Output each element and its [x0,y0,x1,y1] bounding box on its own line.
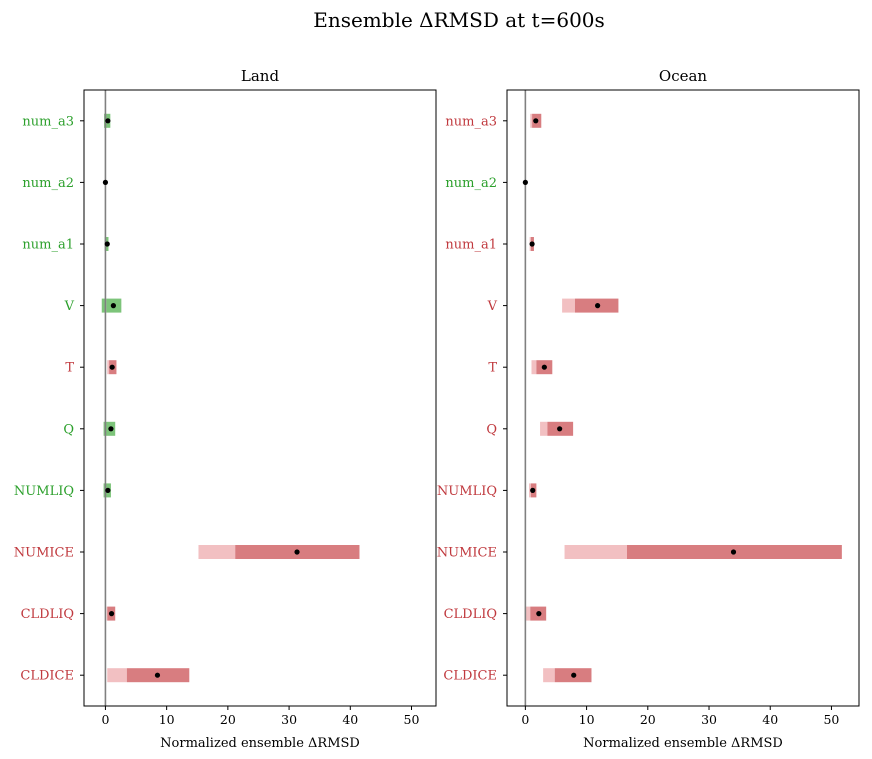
panel-0-bar-light-T [107,360,110,375]
panel-1-ylabel-num_a2: num_a2 [445,176,497,191]
panel-1-ylabel-num_a1: num_a1 [445,238,497,253]
panel-1-axes-frame [506,89,860,707]
panel-1-point-CLDICE [571,672,577,678]
panel-0-point-Q [108,426,114,432]
panel-1-bar-light-Q [540,421,548,436]
panel-1-point-NUMLIQ [530,487,536,493]
panel-0-bar-light-NUMLIQ [103,483,105,498]
panel-1-point-Q [557,426,563,432]
panel-1-bar-light-NUMLIQ [529,483,531,498]
panel-0-ylabel-CLDICE: CLDICE [20,669,74,684]
panel-1-ylabel-num_a3: num_a3 [445,114,497,129]
panel-1-xtick-label-10: 10 [579,712,595,727]
panel-0-point-CLDLIQ [108,611,115,617]
panel-0-xtick-label-20: 20 [220,712,236,727]
panel-1-xtick-label-20: 20 [640,712,656,727]
panel-0-axes-frame [83,89,437,707]
panel-1-xtick-label-0: 0 [521,712,529,727]
panel-0-bar-light-CLDLIQ [106,606,108,621]
panel-1-title: Ocean [659,67,708,85]
panel-1-ylabel-Q: Q [486,422,497,437]
panel-1-ylabel-NUMICE: NUMICE [437,546,497,561]
panel-1-point-CLDLIQ [536,611,542,617]
panel-1-ylabel-NUMLIQ: NUMLIQ [437,484,497,499]
panel-1-bar-light-CLDLIQ [524,606,531,621]
panel-1-point-num_a1 [529,241,535,247]
panel-0-point-T [109,364,115,370]
panel-0-point-NUMICE [294,549,300,555]
panel-0-xtick-label-40: 40 [342,712,358,727]
panel-0-point-num_a3 [105,118,111,124]
panel-1-ylabel-T: T [488,361,497,376]
panel-1-point-V [595,303,601,309]
panel-1-ylabel-V: V [487,299,498,314]
panel-1-bar-light-V [562,298,575,313]
panel-1-bar-light-NUMICE [564,545,627,559]
panel-1-bar-light-T [531,360,537,375]
panel-0-ylabel-T: T [65,361,74,376]
panel-0-ylabel-CLDLIQ: CLDLIQ [21,607,74,622]
panel-0-bar-light-V [101,298,107,313]
panel-0-ylabel-num_a3: num_a3 [22,114,74,129]
panel-1-xlabel: Normalized ensemble ΔRMSD [583,736,783,751]
panel-1-point-T [541,364,547,370]
panel-0-ylabel-num_a2: num_a2 [22,176,74,191]
panel-0-ylabel-Q: Q [63,422,74,437]
panel-0-point-CLDICE [154,672,161,678]
panel-0-ylabel-num_a1: num_a1 [22,238,74,253]
panel-land: Land num_a3 num_a2 num_a1 V T Q NUMLIQ NUMICE CLD… [14,67,437,751]
panel-0-ylabel-NUMLIQ: NUMLIQ [14,484,74,499]
chart-title: Ensemble ΔRMSD at t=600s [313,8,605,32]
panel-0-bar-light-Q [103,421,105,436]
panel-0-xlabel: Normalized ensemble ΔRMSD [160,736,360,751]
panel-0-point-NUMLIQ [105,487,111,493]
panel-1-bar-light-CLDICE [543,668,555,683]
panel-0-xtick-label-10: 10 [159,712,175,727]
panel-1-xtick-label-30: 30 [701,712,717,727]
panel-ocean: Ocean num_a3 num_a2 num_a1 V T Q NUMLIQ NUMICE CL… [437,67,860,751]
panel-0-point-num_a1 [104,241,110,247]
panel-1-ylabel-CLDICE: CLDICE [443,669,497,684]
panel-0-ylabel-NUMICE: NUMICE [14,546,74,561]
panel-1-ylabel-CLDLIQ: CLDLIQ [444,607,497,622]
panel-0-point-num_a2 [102,179,109,185]
panel-0-title: Land [241,67,280,85]
panel-1-bar-light-num_a3 [530,113,533,128]
panel-0-bar-light-CLDICE [107,668,127,683]
panel-0-xtick-label-0: 0 [101,712,109,727]
panel-1-point-num_a3 [533,118,539,124]
panel-1-xtick-label-40: 40 [762,712,778,727]
panel-0-xtick-label-50: 50 [404,712,420,727]
panel-1-point-NUMICE [730,549,737,555]
panel-1-point-num_a2 [522,179,528,185]
panel-0-xtick-label-30: 30 [281,712,297,727]
panel-0-bar-light-NUMICE [198,545,236,559]
panel-1-xtick-label-50: 50 [823,712,839,727]
panel-0-ylabel-V: V [64,299,75,314]
panel-0-point-V [110,303,116,309]
